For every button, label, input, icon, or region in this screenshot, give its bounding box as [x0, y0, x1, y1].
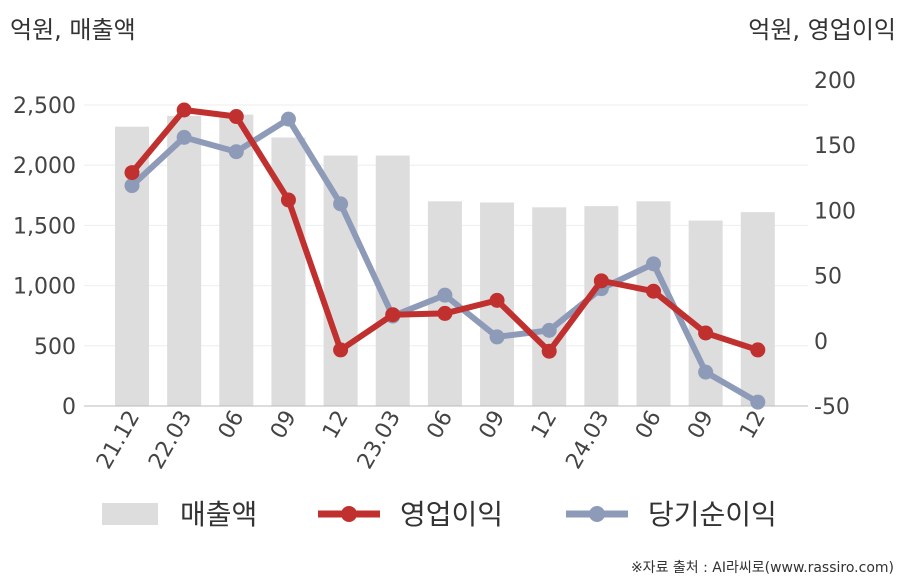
- x-tick-label: 24.03: [561, 407, 614, 474]
- legend: 매출액 영업이익 당기순이익: [102, 498, 777, 531]
- right-tick-label: -50: [814, 395, 850, 420]
- right-tick-label: 50: [814, 265, 842, 290]
- point-operating-profit: [593, 273, 609, 289]
- line-series: [124, 102, 766, 410]
- x-tick-label: 12: [318, 407, 354, 444]
- legend-swatch-revenue: [102, 503, 158, 525]
- point-operating-profit: [176, 102, 192, 118]
- bar-series-revenue: [115, 114, 775, 406]
- right-tick-label: 100: [814, 199, 856, 224]
- point-net-income: [333, 196, 349, 212]
- left-unit-label: 억원, 매출액: [10, 16, 136, 44]
- legend-label-operating-profit: 영업이익: [400, 498, 503, 531]
- bar-revenue: [375, 155, 410, 406]
- x-axis-ticks: 21.12 22.03 06 09 12 23.03 06 09 12 24.03 06 09 12: [92, 407, 771, 474]
- point-operating-profit: [385, 307, 401, 323]
- point-net-income: [228, 144, 244, 160]
- point-operating-profit: [646, 283, 661, 299]
- left-tick-label: 2,500: [13, 94, 76, 119]
- left-tick-label: 0: [62, 395, 76, 420]
- point-net-income: [124, 178, 140, 194]
- point-operating-profit: [437, 305, 453, 321]
- point-operating-profit: [489, 292, 505, 308]
- x-tick-label: 12: [527, 407, 563, 444]
- right-tick-label: 150: [814, 134, 856, 159]
- legend-label-net-income: 당기순이익: [648, 498, 777, 531]
- right-tick-label: 0: [814, 330, 828, 355]
- legend-label-revenue: 매출액: [180, 498, 257, 531]
- x-tick-label: 09: [475, 407, 511, 444]
- point-operating-profit: [541, 343, 557, 359]
- right-axis-ticks: -50 0 50 100 150 200: [814, 69, 856, 420]
- x-tick-label: 09: [266, 407, 302, 444]
- bar-revenue: [584, 206, 619, 406]
- point-operating-profit: [228, 109, 244, 125]
- point-operating-profit: [124, 165, 140, 181]
- legend-marker-net-income: [589, 506, 605, 522]
- right-unit-label: 억원, 영업이익: [748, 16, 896, 44]
- x-tick-label: 06: [631, 407, 667, 444]
- point-net-income: [750, 394, 766, 410]
- left-tick-label: 1,000: [13, 275, 76, 300]
- point-net-income: [489, 329, 505, 345]
- left-tick-label: 1,500: [13, 214, 76, 239]
- point-net-income: [176, 129, 192, 145]
- point-net-income: [541, 322, 557, 338]
- x-tick-label: 06: [422, 407, 458, 444]
- x-tick-label: 09: [683, 407, 719, 444]
- bar-revenue: [167, 115, 202, 406]
- source-note: ※자료 출처 : AI라씨로(www.rassiro.com): [631, 560, 894, 576]
- bar-revenue: [532, 207, 567, 406]
- point-operating-profit: [333, 342, 349, 358]
- point-net-income: [437, 287, 453, 303]
- bar-revenue: [740, 212, 775, 406]
- x-tick-label: 23.03: [353, 407, 406, 474]
- point-operating-profit: [280, 192, 296, 208]
- bar-revenue: [219, 114, 254, 406]
- legend-marker-operating-profit: [341, 506, 357, 522]
- bar-revenue: [323, 155, 358, 406]
- point-operating-profit: [750, 342, 766, 358]
- point-net-income: [698, 364, 714, 380]
- x-tick-label: 06: [214, 407, 250, 444]
- left-tick-label: 500: [34, 335, 76, 360]
- right-tick-label: 200: [814, 69, 856, 94]
- x-tick-label: 21.12: [92, 407, 145, 474]
- x-tick-label: 22.03: [144, 407, 197, 474]
- point-operating-profit: [698, 325, 714, 341]
- left-axis-ticks: 0 500 1,000 1,500 2,000 2,500: [13, 94, 76, 420]
- x-tick-label: 12: [735, 407, 771, 444]
- point-net-income: [280, 111, 296, 127]
- left-tick-label: 2,000: [13, 154, 76, 179]
- point-net-income: [646, 256, 661, 272]
